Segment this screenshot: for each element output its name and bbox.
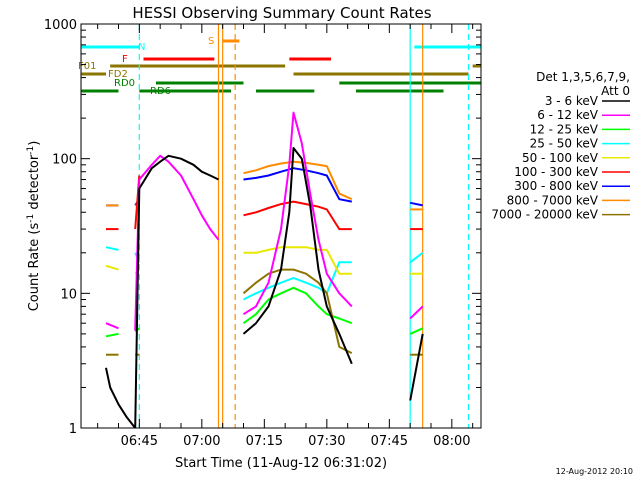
series-line-6 [243, 167, 352, 203]
legend-entry-label: 100 - 300 keV [514, 165, 598, 179]
series-line-0 [242, 147, 353, 365]
x-axis: 06:45 07:00 07:15 07:30 07:45 08:00 [97, 24, 474, 449]
y-axis: 1 10 100 1000 [44, 18, 481, 437]
series-line-0 [409, 333, 424, 401]
series-line-0 [105, 154, 219, 428]
series-line-1 [105, 322, 119, 330]
series-line-3 [105, 246, 119, 251]
x-tick-label: 07:45 [371, 434, 408, 449]
flag-label-rd0: RD0 [114, 78, 135, 89]
footer-timestamp: 12-Aug-2012 20:10 [556, 467, 633, 476]
flag-label-n: N [138, 42, 145, 53]
series-lines [105, 111, 424, 428]
series-line-4 [105, 264, 119, 271]
flag-label-f: F [122, 54, 128, 65]
legend-entry-label: 3 - 6 keV [545, 94, 599, 108]
series-line-7 [243, 160, 353, 201]
series-line-5 [243, 200, 352, 231]
y-tick-label: 1000 [44, 18, 77, 33]
series-line-1 [409, 305, 424, 320]
series-line-3 [409, 252, 424, 264]
series-line-6 [409, 201, 423, 207]
x-axis-label: Start Time (11-Aug-12 06:31:02) [175, 456, 387, 471]
y-tick-label: 100 [52, 153, 77, 168]
x-tick-label: 08:00 [433, 434, 470, 449]
legend-header-attenuator: Att 0 [601, 84, 630, 98]
flag-label-rd6: RD6 [150, 86, 171, 97]
series-line-2 [105, 332, 119, 338]
x-tick-label: 06:45 [121, 434, 158, 449]
flag-label-fd2: FD2 [108, 69, 128, 80]
legend-entry-label: 300 - 800 keV [514, 179, 598, 193]
legend-entry-label: 800 - 7000 keV [507, 193, 599, 207]
legend-header-detectors: Det 1,3,5,6,7,9, [536, 70, 630, 84]
series-line-3 [243, 261, 352, 301]
chart-title: HESSI Observing Summary Count Rates [132, 4, 431, 22]
x-tick-label: 07:00 [183, 434, 220, 449]
series-line-1 [134, 154, 220, 331]
y-axis-label: Count Rate (s-1 detector-1) [26, 141, 42, 312]
legend-entry-label: 50 - 100 keV [522, 151, 599, 165]
y-tick-label: 1 [69, 422, 77, 437]
x-tick-label: 07:15 [246, 434, 283, 449]
series-line-8 [242, 268, 353, 354]
y-tick-label: 10 [60, 287, 77, 302]
legend-entry-label: 12 - 25 keV [530, 122, 599, 136]
series-line-2 [409, 327, 424, 335]
legend-entry-label: 6 - 12 keV [537, 108, 599, 122]
x-tick-label: 07:30 [308, 434, 345, 449]
legend-entry-label: 25 - 50 keV [530, 137, 599, 151]
legend-entry-label: 7000 - 20000 keV [491, 208, 598, 222]
flag-label-s: S [208, 36, 214, 47]
plot-frame [80, 23, 482, 429]
series-line-4 [243, 246, 352, 275]
flag-label-f01: F01 [78, 61, 96, 72]
series-line-1 [242, 111, 353, 316]
